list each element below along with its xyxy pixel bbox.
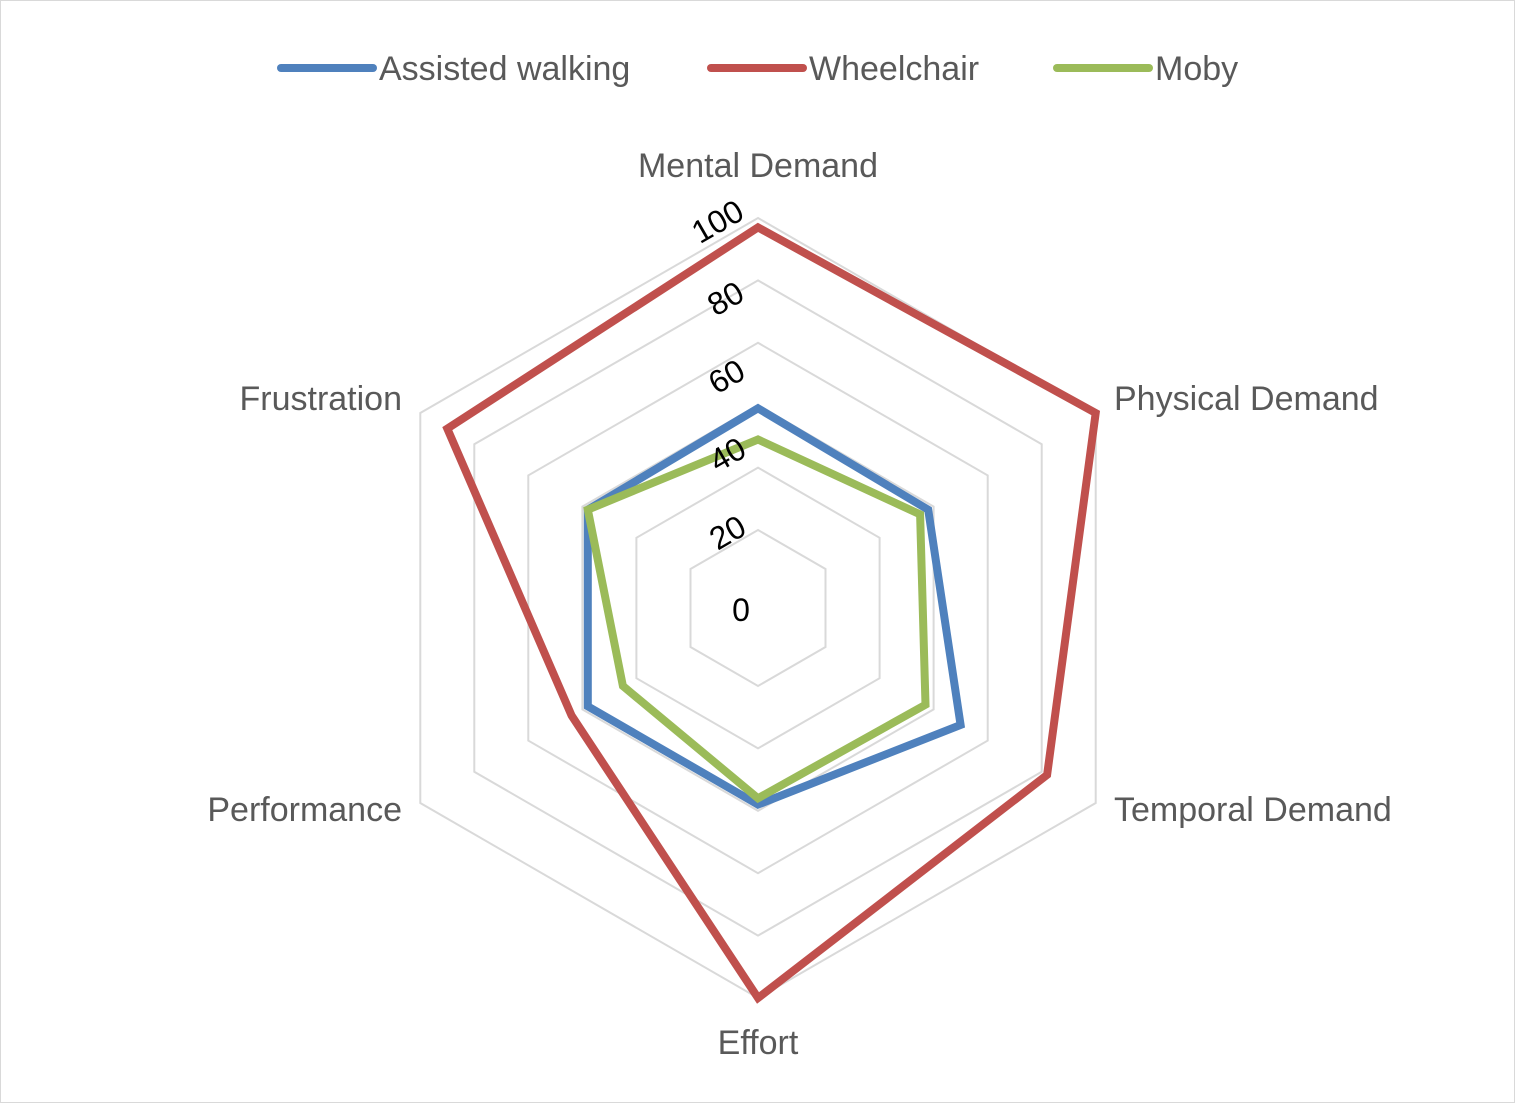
- grid-ring-60: [527, 341, 989, 875]
- tick-label-20: 20: [703, 508, 752, 557]
- grid-ring-80: [473, 279, 1043, 937]
- tick-label-0: 0: [732, 592, 750, 628]
- grid-ring-40: [581, 404, 935, 812]
- axis-labels: Mental Demand Physical Demand Temporal D…: [207, 147, 1391, 1062]
- tick-labels: 0 20 40 60 80 100: [685, 193, 752, 628]
- tick-label-80: 80: [701, 274, 750, 323]
- axis-label-effort: Effort: [718, 1024, 799, 1062]
- axis-label-physical-demand: Physical Demand: [1114, 380, 1379, 418]
- tick-label-60: 60: [702, 352, 751, 401]
- legend-label-moby: Moby: [1155, 50, 1238, 88]
- axis-label-temporal-demand: Temporal Demand: [1114, 791, 1392, 829]
- axis-label-mental-demand: Mental Demand: [638, 147, 878, 185]
- grid-ring-20: [635, 466, 881, 750]
- series-line-moby: [583, 435, 930, 804]
- legend-label-wheelchair: Wheelchair: [809, 50, 979, 88]
- axis-label-frustration: Frustration: [240, 380, 403, 418]
- series-line-wheelchair: [442, 222, 1101, 1004]
- legend: Assisted walking Wheelchair Moby: [277, 50, 1238, 88]
- series-lines: [442, 222, 1101, 1004]
- legend-label-assisted-walking: Assisted walking: [379, 50, 630, 88]
- axis-label-performance: Performance: [207, 791, 402, 829]
- grid-ring-0: [689, 528, 827, 688]
